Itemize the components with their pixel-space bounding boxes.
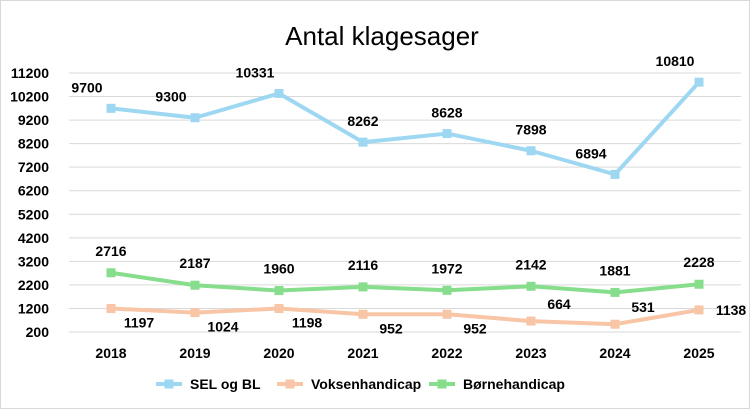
x-tick-label-2025: 2025: [683, 345, 714, 361]
data-label-sel-og-bl-2024: 6894: [575, 145, 606, 161]
data-point-sel-og-bl-2021: [358, 137, 368, 147]
data-label-voksenhandicap-2018: 1197: [124, 315, 155, 331]
data-label-voksenhandicap-2023: 664: [547, 296, 571, 312]
data-label-voksenhandicap-2025: 1138: [716, 302, 747, 318]
data-point-b-rnehandicap-2019: [190, 280, 200, 290]
data-label-sel-og-bl-2022: 8628: [431, 105, 462, 121]
y-tick-label-7200: 7200: [18, 159, 49, 175]
series-line-voksenhandicap: [109, 306, 701, 327]
y-tick-label-3200: 3200: [18, 253, 49, 269]
data-point-sel-og-bl-2019: [190, 113, 200, 123]
y-tick-label-4200: 4200: [18, 230, 49, 246]
data-point-voksenhandicap-2018: [106, 304, 116, 314]
y-tick-label-10200: 10200: [10, 89, 49, 105]
legend-marker-sel-og-bl: [164, 379, 174, 389]
data-point-sel-og-bl-2024: [610, 169, 620, 179]
data-point-b-rnehandicap-2025: [694, 279, 704, 289]
x-tick-label-2023: 2023: [515, 345, 546, 361]
legend-label-voksenhandicap: Voksenhandicap: [311, 376, 421, 392]
y-tick-label-6200: 6200: [18, 183, 49, 199]
data-label-b-rnehandicap-2022: 1972: [431, 260, 462, 276]
y-axis-tick-labels: 200 1200 2200 3200 4200 5200 6200 7200 8200 9200 1…: [10, 65, 49, 340]
data-label-voksenhandicap-2020: 1198: [292, 315, 323, 331]
legend: SEL og BL Voksenhandicap Børnehandicap: [156, 376, 565, 392]
legend-marker-voksenhandicap: [285, 379, 295, 389]
data-point-voksenhandicap-2022: [442, 309, 452, 319]
data-point-b-rnehandicap-2018: [106, 268, 116, 278]
data-label-b-rnehandicap-2024: 1881: [599, 262, 630, 278]
x-axis-tick-labels: 2018 2019 2020 2021 2022 2023 2024 2025: [95, 345, 714, 361]
data-label-voksenhandicap-2024: 531: [631, 299, 655, 315]
data-label-voksenhandicap-2021: 952: [379, 320, 403, 336]
legend-label-b-rnehandicap: Børnehandicap: [463, 376, 565, 392]
data-label-sel-og-bl-2019: 9300: [155, 89, 186, 105]
data-label-b-rnehandicap-2023: 2142: [515, 256, 546, 272]
data-label-b-rnehandicap-2020: 1960: [263, 261, 294, 277]
data-point-voksenhandicap-2021: [358, 309, 368, 319]
y-tick-label-8200: 8200: [18, 136, 49, 152]
data-point-sel-og-bl-2023: [526, 146, 536, 156]
series-lines: [106, 77, 704, 329]
x-tick-label-2021: 2021: [347, 345, 378, 361]
data-label-b-rnehandicap-2018: 2716: [95, 243, 126, 259]
data-label-voksenhandicap-2022: 952: [463, 320, 487, 336]
series-line-sel-og-bl: [109, 80, 701, 177]
data-point-voksenhandicap-2024: [610, 319, 620, 329]
x-tick-label-2019: 2019: [179, 345, 210, 361]
data-point-b-rnehandicap-2020: [274, 286, 284, 296]
y-tick-label-2200: 2200: [18, 277, 49, 293]
data-point-sel-og-bl-2018: [106, 103, 116, 113]
data-label-b-rnehandicap-2019: 2187: [179, 255, 210, 271]
data-label-sel-og-bl-2023: 7898: [515, 122, 546, 138]
data-point-sel-og-bl-2022: [442, 129, 452, 139]
y-tick-label-1200: 1200: [18, 300, 49, 316]
y-tick-label-5200: 5200: [18, 206, 49, 222]
data-label-b-rnehandicap-2025: 2228: [683, 254, 714, 270]
data-point-voksenhandicap-2023: [526, 316, 536, 326]
data-labels: 9700 9300 10331 8262 8628 7898 6894 10810 1197 10…: [71, 53, 746, 336]
data-point-voksenhandicap-2020: [274, 304, 284, 314]
data-point-sel-og-bl-2020: [274, 88, 284, 98]
data-label-sel-og-bl-2021: 8262: [347, 113, 378, 129]
data-label-b-rnehandicap-2021: 2116: [348, 257, 379, 273]
data-point-voksenhandicap-2025: [694, 305, 704, 315]
data-point-b-rnehandicap-2023: [526, 281, 536, 291]
chart-title: Antal klagesager: [285, 21, 479, 51]
y-tick-label-200: 200: [26, 324, 50, 340]
data-label-sel-og-bl-2018: 9700: [71, 79, 102, 95]
data-label-sel-og-bl-2020: 10331: [236, 64, 275, 80]
x-tick-label-2024: 2024: [599, 345, 630, 361]
data-point-b-rnehandicap-2021: [358, 282, 368, 292]
legend-label-sel-og-bl: SEL og BL: [190, 376, 261, 392]
x-tick-label-2020: 2020: [263, 345, 294, 361]
series-line-b-rnehandicap: [109, 270, 701, 295]
y-tick-label-11200: 11200: [11, 65, 49, 81]
data-label-voksenhandicap-2019: 1024: [207, 319, 238, 335]
data-point-b-rnehandicap-2022: [442, 285, 452, 295]
x-tick-label-2022: 2022: [431, 345, 462, 361]
gridlines: [69, 72, 741, 333]
y-tick-label-9200: 9200: [18, 112, 49, 128]
data-point-voksenhandicap-2019: [190, 308, 200, 318]
legend-marker-b-rnehandicap: [437, 379, 447, 389]
data-label-sel-og-bl-2025: 10810: [656, 53, 695, 69]
data-point-b-rnehandicap-2024: [610, 287, 620, 297]
data-point-sel-og-bl-2025: [694, 77, 704, 87]
x-tick-label-2018: 2018: [95, 345, 126, 361]
